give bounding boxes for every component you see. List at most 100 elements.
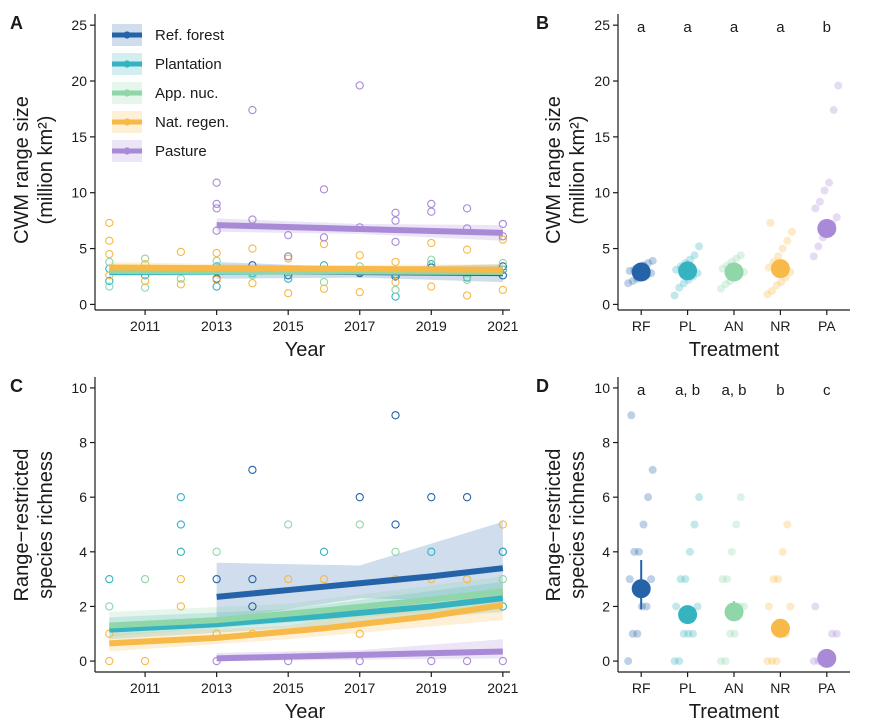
- panel-c-point-rf: [391, 411, 400, 420]
- panel-b-significance-letter: a: [776, 19, 785, 36]
- panel-a-point-pa: [319, 185, 329, 194]
- panel-c-fit-line-an: [109, 588, 504, 629]
- panel-d-raw-point-pl: [681, 575, 690, 584]
- panel-c-point-pl: [105, 574, 114, 584]
- panel-d-x-tick-label: RF: [632, 680, 651, 696]
- panel-b-mean-point-pa: [817, 218, 837, 238]
- panel-a-x-tick-label: 2021: [487, 318, 518, 334]
- panel-b-mean-point-nr: [770, 259, 790, 279]
- panel-c-point-nr: [176, 574, 186, 584]
- panel-c-point-pa: [498, 656, 507, 666]
- panel-a-point-an: [462, 275, 472, 284]
- panel-b-x-tick-label: AN: [724, 318, 743, 334]
- panel-c-point-nr: [319, 574, 329, 584]
- panel-a-point-an: [391, 285, 400, 295]
- panel-d: D Range−restricted species richness Trea…: [536, 376, 850, 723]
- panel-d-raw-point-pl: [670, 657, 679, 666]
- panel-c-fit-line-rf: [216, 565, 504, 600]
- panel-a-point-pa: [391, 208, 400, 217]
- panel-d-raw-point-pl: [684, 629, 693, 638]
- panel-a-point-an: [140, 283, 150, 292]
- panel-a-point-nr: [284, 289, 293, 298]
- panel-c-point-pl: [319, 547, 329, 556]
- panel-a-plot: 0 5 10 15 20 25 2011 2013 2015 2017 2019 2021: [71, 14, 519, 334]
- panel-c-point-an: [355, 520, 364, 529]
- panel-b-raw-point-pa: [834, 81, 843, 90]
- panel-c-point-rf: [427, 493, 436, 502]
- panel-b-raw-point-pl: [690, 251, 699, 260]
- panel-d-raw-point-an: [736, 493, 745, 502]
- panel-a-point-nr: [498, 285, 507, 295]
- panel-d-mean-point-rf: [631, 579, 651, 599]
- panel-d-raw-point-rf: [642, 602, 651, 611]
- panel-c-point-nr: [284, 574, 293, 584]
- panel-b-raw-point-nr: [777, 278, 786, 287]
- panel-c-point-pl: [427, 547, 436, 556]
- panel-d-significance-letter: a, b: [675, 382, 700, 399]
- panel-a-point-pa: [391, 237, 400, 247]
- panel-c-point-pa: [427, 656, 436, 666]
- panel-c-point-pa: [462, 656, 472, 666]
- panel-a-point-pa: [248, 105, 257, 115]
- panel-b-raw-point-nr: [767, 287, 776, 296]
- panel-a-point-nr: [391, 277, 400, 287]
- panel-d-label: D: [536, 376, 549, 396]
- panel-a-label: A: [10, 13, 23, 33]
- panel-a-point-pa: [427, 199, 436, 209]
- panel-a-point-pa: [355, 81, 364, 90]
- panel-a-ylabel-line2: (million km²): [35, 116, 57, 225]
- panel-d-raw-point-pl: [672, 602, 681, 611]
- panel-a-point-pa: [462, 204, 472, 213]
- panel-b-significance-letter: b: [823, 19, 831, 36]
- panel-a-point-pa: [212, 178, 221, 187]
- panel-a-point-pa: [212, 199, 221, 209]
- panel-d-raw-point-an: [732, 520, 741, 529]
- legend-swatch-point: [123, 118, 131, 126]
- panel-a-point-an: [176, 274, 186, 283]
- panel-d-significance-letter: c: [823, 382, 831, 399]
- panel-d-raw-point-rf: [627, 411, 636, 420]
- panel-a-point-nr: [462, 291, 472, 300]
- panel-c-x-tick-label: 2017: [344, 680, 375, 696]
- panel-a-y-tick-label: 0: [79, 296, 87, 312]
- legend-swatch-point: [123, 147, 131, 155]
- panel-a-x-tick-label: 2015: [273, 318, 304, 334]
- legend-swatch-point: [123, 89, 131, 97]
- panel-d-raw-point-rf: [648, 465, 657, 474]
- panel-a-point-pa: [498, 219, 507, 229]
- panel-b-raw-point-nr: [764, 263, 773, 272]
- panel-d-raw-point-nr: [772, 657, 781, 666]
- panel-d-raw-point-pl: [688, 629, 697, 638]
- panel-d-mean-point-an: [724, 602, 744, 622]
- panel-a-point-nr: [284, 254, 293, 263]
- panel-d-raw-point-pl: [693, 602, 702, 611]
- panel-b-mean-point-an: [724, 262, 744, 282]
- panel-c-xlabel: Year: [285, 701, 326, 723]
- panel-c-ylabel-line2: species richness: [35, 451, 57, 599]
- panel-a-point-an: [105, 257, 114, 267]
- panel-c-ci-band-rf: [216, 521, 503, 621]
- panel-c-ylabel-line1: Range−restricted: [11, 449, 33, 602]
- panel-b-x-tick-label: PA: [818, 318, 836, 334]
- panel-b-raw-point-pa: [825, 178, 834, 187]
- panel-b-y-tick-label: 15: [594, 129, 610, 145]
- panel-a-point-pa: [212, 204, 221, 213]
- panel-c-x-tick-label: 2019: [416, 680, 447, 696]
- panel-d-ylabel-line1: Range−restricted: [543, 449, 565, 602]
- panel-d-raw-point-pa: [832, 629, 841, 638]
- panel-a-point-pa: [427, 207, 436, 216]
- panel-b-raw-point-nr: [772, 281, 781, 290]
- panel-d-raw-point-pl: [685, 547, 694, 556]
- panel-a-x-tick-label: 2019: [416, 318, 447, 334]
- panel-d-y-tick-label: 0: [602, 653, 610, 669]
- panel-b-raw-point-an: [718, 264, 727, 273]
- panel-d-raw-point-rf: [630, 547, 639, 556]
- panel-c-point-nr: [355, 629, 364, 638]
- panel-b-raw-point-pl: [672, 265, 681, 274]
- panel-c-x-tick-label: 2011: [130, 680, 160, 696]
- panel-a-point-pl: [105, 276, 114, 286]
- panel-b-raw-point-pa: [814, 242, 823, 251]
- panel-c-fit-line-nr: [109, 602, 504, 647]
- panel-b-mean-point-pl: [678, 261, 698, 281]
- panel-b: B CWM range size (million km²) Treatment…: [536, 13, 850, 361]
